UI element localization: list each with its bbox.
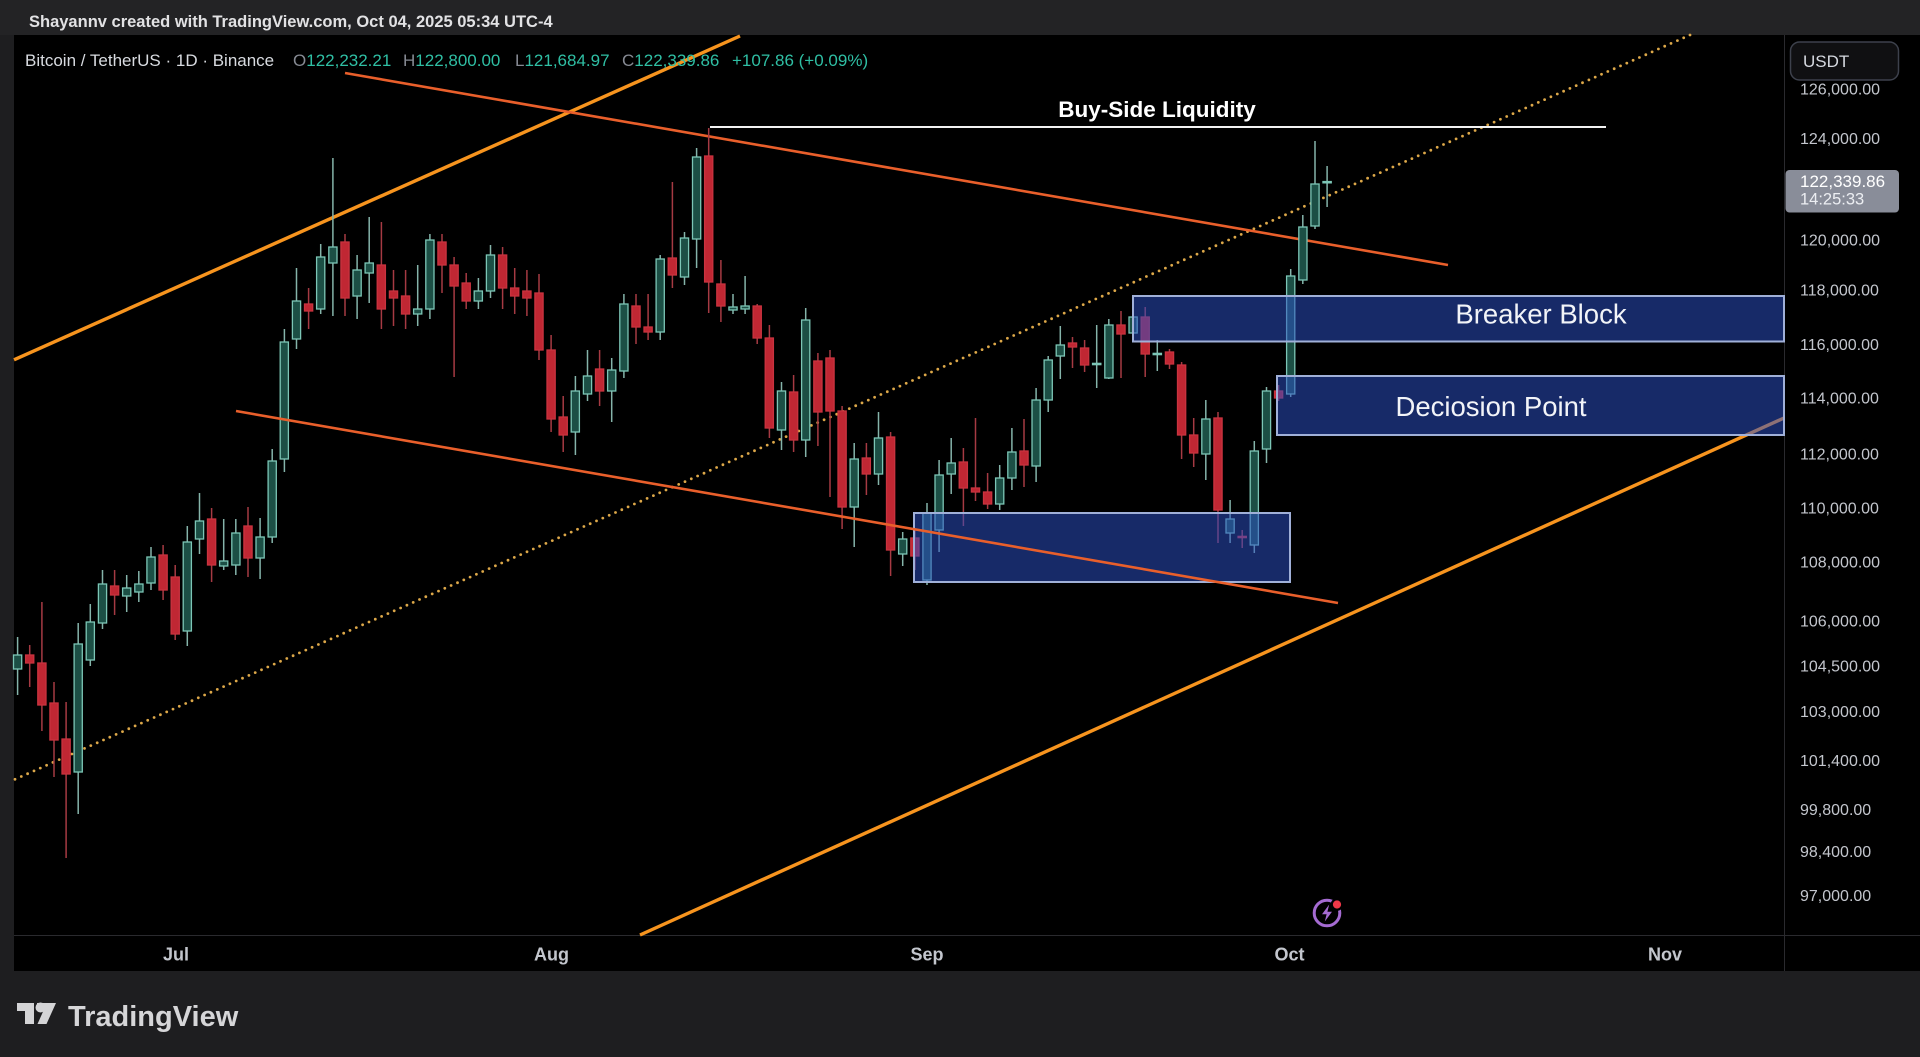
svg-text:116,000.00: 116,000.00 bbox=[1800, 337, 1879, 354]
svg-text:122,339.86: 122,339.86 bbox=[1800, 172, 1885, 191]
svg-text:Buy-Side Liquidity: Buy-Side Liquidity bbox=[1058, 97, 1256, 122]
svg-text:L121,684.97: L121,684.97 bbox=[515, 51, 610, 70]
svg-text:124,000.00: 124,000.00 bbox=[1800, 131, 1880, 148]
svg-text:Breaker Block: Breaker Block bbox=[1455, 299, 1626, 330]
svg-text:Deciosion Point: Deciosion Point bbox=[1395, 391, 1586, 422]
svg-text:H122,800.00: H122,800.00 bbox=[403, 51, 500, 70]
svg-text:Nov: Nov bbox=[1648, 945, 1682, 965]
svg-text:+107.86 (+0.09%): +107.86 (+0.09%) bbox=[732, 51, 868, 70]
svg-text:C122,339.86: C122,339.86 bbox=[622, 51, 719, 70]
svg-text:Bitcoin / TetherUS · 1D · Bina: Bitcoin / TetherUS · 1D · Binance bbox=[25, 51, 274, 70]
svg-text:98,400.00: 98,400.00 bbox=[1800, 844, 1871, 861]
svg-text:110,000.00: 110,000.00 bbox=[1800, 501, 1879, 518]
svg-text:Jul: Jul bbox=[163, 945, 189, 965]
svg-text:112,000.00: 112,000.00 bbox=[1800, 447, 1879, 464]
svg-text:O122,232.21: O122,232.21 bbox=[293, 51, 391, 70]
svg-text:103,000.00: 103,000.00 bbox=[1800, 704, 1880, 721]
svg-text:TradingView: TradingView bbox=[68, 1001, 239, 1033]
svg-text:101,400.00: 101,400.00 bbox=[1800, 753, 1880, 770]
svg-text:118,000.00: 118,000.00 bbox=[1800, 283, 1879, 300]
svg-text:120,000.00: 120,000.00 bbox=[1800, 233, 1880, 250]
svg-text:97,000.00: 97,000.00 bbox=[1800, 888, 1871, 905]
svg-text:108,000.00: 108,000.00 bbox=[1800, 555, 1880, 572]
svg-text:99,800.00: 99,800.00 bbox=[1800, 802, 1871, 819]
svg-text:Shayannv created with TradingV: Shayannv created with TradingView.com, O… bbox=[29, 13, 553, 31]
svg-text:106,000.00: 106,000.00 bbox=[1800, 614, 1880, 631]
svg-text:104,500.00: 104,500.00 bbox=[1800, 659, 1880, 676]
svg-text:Aug: Aug bbox=[534, 945, 569, 965]
svg-text:Oct: Oct bbox=[1274, 945, 1304, 965]
svg-text:114,000.00: 114,000.00 bbox=[1800, 391, 1879, 408]
svg-text:126,000.00: 126,000.00 bbox=[1800, 82, 1880, 99]
svg-text:USDT: USDT bbox=[1803, 52, 1849, 71]
svg-text:Sep: Sep bbox=[910, 945, 943, 965]
svg-text:14:25:33: 14:25:33 bbox=[1800, 191, 1864, 209]
